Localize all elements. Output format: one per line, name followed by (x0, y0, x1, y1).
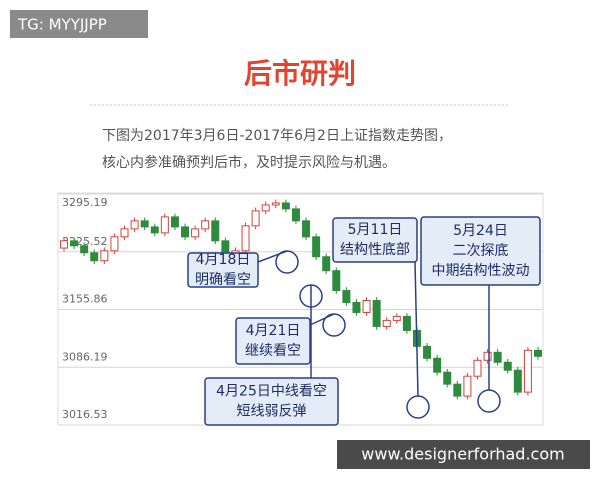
candle-body (493, 351, 502, 363)
candle-body (150, 226, 159, 234)
candle-body (170, 216, 179, 228)
candle-body (120, 228, 129, 238)
y-tick-label: 3086.19 (62, 350, 108, 363)
candle-body (80, 245, 89, 254)
candle-body (191, 228, 200, 238)
candle-body (372, 300, 381, 327)
candle-body (473, 359, 482, 377)
annotation-box (204, 377, 339, 426)
candle-body (523, 349, 532, 393)
candle-body (352, 302, 361, 313)
candle-body (453, 383, 462, 397)
watermark-bottom: www.designerforhad.com (361, 445, 564, 464)
candle-body (342, 290, 351, 304)
candle-body (423, 345, 432, 359)
candle-body (322, 256, 331, 272)
candle-body (513, 369, 522, 393)
candle-body (110, 236, 119, 252)
candle-body (201, 220, 210, 230)
annotation-box (235, 317, 311, 365)
annotation-text: 4月25日中线看空 (216, 384, 327, 400)
candle-body (392, 315, 401, 321)
candle-body (291, 208, 300, 222)
annotation-text: 5月24日 (453, 223, 508, 239)
annotation-circle (322, 313, 346, 337)
candle-body (433, 357, 442, 373)
annotation-box (420, 216, 541, 286)
description: 下图为2017年3月6日-2017年6月2日上证指数走势图， (102, 128, 452, 144)
candle-body (90, 252, 99, 262)
candle-body (402, 315, 411, 331)
chart: 3295.193225.523155.863086.193016.534月18日… (58, 193, 543, 426)
annotation-text: 二次探底 (453, 243, 509, 259)
annotation-text: 4月21日 (246, 323, 301, 339)
watermark-box (337, 440, 590, 469)
candle-body (100, 250, 109, 262)
candle-body (130, 220, 139, 230)
candle-body (281, 202, 290, 210)
annotation-circle (406, 395, 430, 419)
candle-body (312, 236, 321, 258)
watermark-top: TG: MYYJJPP (17, 16, 107, 34)
annotation-leader (414, 261, 419, 397)
watermark-box (10, 10, 148, 38)
candle-body (211, 220, 220, 242)
annotation-text: 短线弱反弹 (237, 404, 307, 420)
candle-body (534, 349, 542, 357)
candle-body (140, 220, 149, 228)
annotation-circle (299, 284, 323, 308)
candle-body (271, 202, 280, 206)
candle-body (463, 375, 472, 397)
heading: 后市研判 (244, 57, 356, 90)
annotation-leader (309, 313, 335, 326)
y-tick-label: 3295.19 (62, 196, 108, 209)
candle-body (362, 300, 371, 313)
candle-body (70, 240, 79, 247)
candle-body (483, 351, 492, 361)
description: 核心内参准确预判后市，及时提示风险与机遇。 (102, 154, 396, 171)
y-tick-label: 3155.86 (62, 293, 108, 306)
annotation-box (187, 252, 259, 288)
candle-body (160, 216, 169, 234)
annotation-text: 中期结构性波动 (432, 263, 530, 279)
candle-body (261, 204, 270, 212)
y-tick-label: 3016.53 (62, 408, 108, 421)
candle-body (332, 270, 341, 292)
annotation-box (332, 217, 418, 263)
annotation-text: 继续看空 (245, 342, 301, 359)
candle-body (503, 361, 512, 371)
annotation-text: 4月18日 (196, 252, 251, 268)
annotation-text: 明确看空 (195, 272, 251, 288)
candle-body (382, 319, 391, 327)
candle-body (181, 226, 190, 238)
annotation-text: 结构性底部 (340, 242, 410, 258)
candle-body (241, 225, 250, 252)
candle-body (443, 371, 452, 385)
candle-body (302, 220, 311, 238)
annotation-text: 5月11日 (348, 222, 403, 238)
annotation-circle (275, 250, 299, 274)
candle-body (251, 210, 260, 227)
candle-body (60, 240, 68, 249)
annotation-circle (477, 389, 501, 413)
